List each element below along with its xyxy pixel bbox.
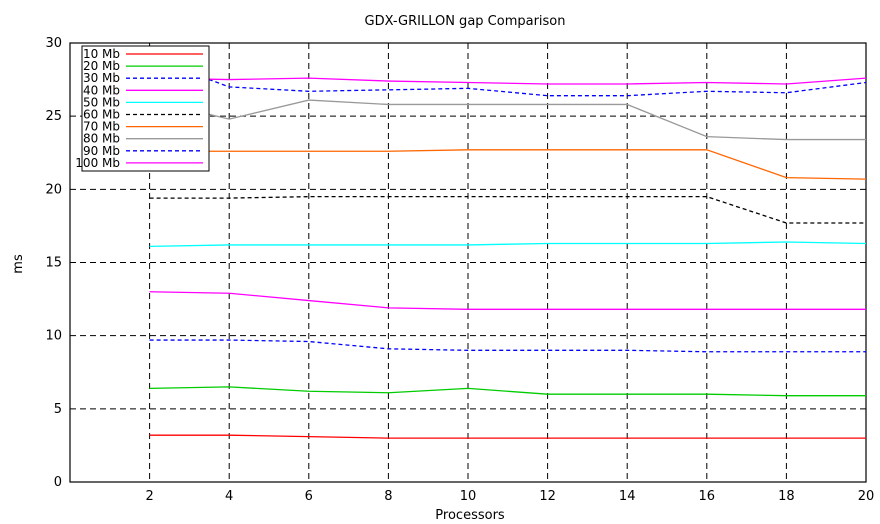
- x-tick-label: 12: [539, 489, 556, 504]
- y-tick-label: 25: [45, 109, 62, 124]
- series-line: [149, 291, 866, 310]
- y-tick-label: 15: [45, 256, 62, 271]
- y-tick-label: 20: [45, 182, 62, 197]
- x-tick-label: 10: [460, 489, 477, 504]
- series-line: [149, 99, 866, 141]
- x-tick-label: 6: [305, 489, 313, 504]
- x-tick-label: 4: [225, 489, 233, 504]
- legend-label: 70 Mb: [83, 120, 120, 134]
- series-line: [149, 57, 867, 97]
- x-axis-ticks: 2 4 6 8 10 12 14 16 18 20: [145, 489, 874, 504]
- series-lines: [149, 57, 867, 439]
- legend-label: 90 Mb: [83, 144, 120, 158]
- x-axis-label: Processors: [435, 508, 505, 523]
- x-tick-label: 14: [619, 489, 636, 504]
- y-axis-ticks: 0 5 10 15 20 25 30: [45, 36, 62, 490]
- x-tick-label: 20: [858, 489, 875, 504]
- legend-label: 40 Mb: [83, 83, 120, 97]
- legend-box: [81, 45, 210, 172]
- x-tick-label: 8: [384, 489, 392, 504]
- y-tick-label: 30: [45, 36, 62, 51]
- grid-lines: [70, 43, 866, 482]
- legend-label: 10 Mb: [83, 47, 120, 61]
- plot-frame: [69, 42, 867, 483]
- legend-label: 80 Mb: [83, 132, 120, 146]
- x-tick-label: 18: [778, 489, 795, 504]
- legend-label: 20 Mb: [83, 59, 120, 73]
- x-tick-label: 2: [145, 489, 153, 504]
- chart-title: GDX-GRILLON gap Comparison: [365, 14, 566, 29]
- series-line: [149, 386, 866, 397]
- y-axis-label: ms: [11, 254, 26, 274]
- series-line: [149, 77, 867, 85]
- legend-label: 50 Mb: [83, 95, 120, 109]
- series-line: [149, 241, 867, 248]
- x-tick-label: 16: [699, 489, 716, 504]
- legend-label: 100 Mb: [75, 156, 120, 170]
- series-line: [149, 195, 866, 224]
- y-tick-label: 10: [45, 329, 62, 344]
- y-tick-label: 0: [54, 475, 62, 490]
- legend-label: 30 Mb: [83, 71, 120, 85]
- legend-label: 60 Mb: [83, 108, 120, 122]
- series-line: [149, 434, 866, 439]
- series-line: [149, 339, 866, 353]
- y-tick-label: 5: [54, 402, 62, 417]
- series-line: [149, 149, 867, 180]
